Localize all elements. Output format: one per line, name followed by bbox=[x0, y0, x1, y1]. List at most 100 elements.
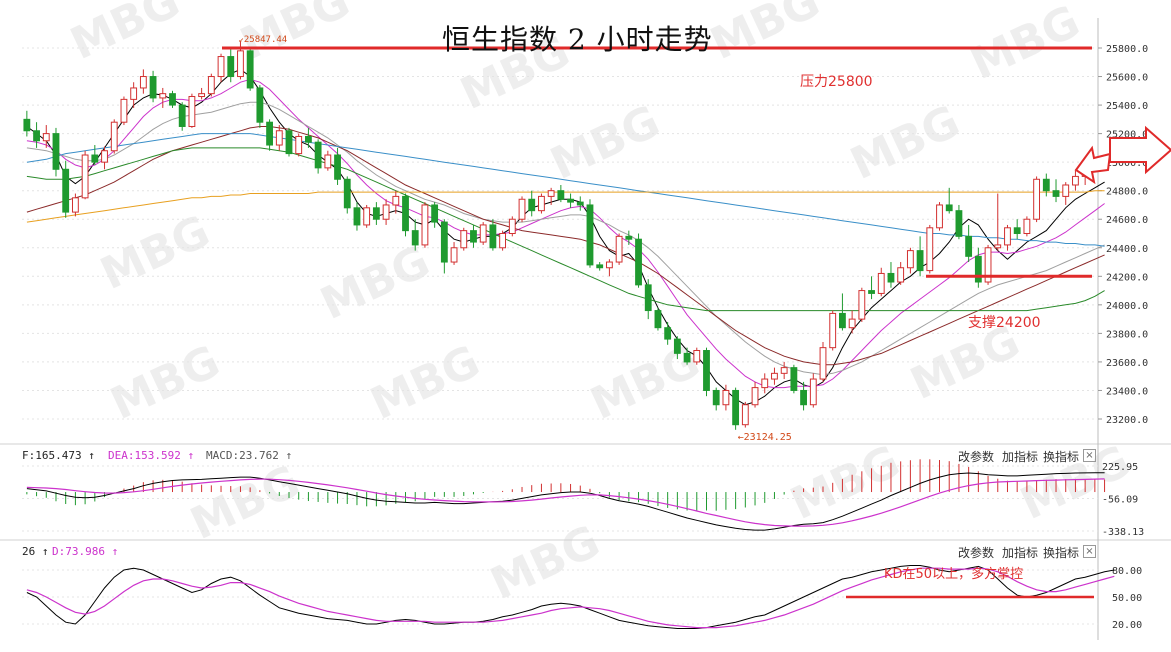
candle-body bbox=[101, 150, 108, 163]
macd-dif-readout: F:165.473 ↑ bbox=[22, 449, 95, 462]
candle-body bbox=[761, 378, 769, 389]
candle-body bbox=[421, 204, 429, 246]
candle-body bbox=[557, 190, 565, 200]
y-tick-label: -338.13 bbox=[1102, 527, 1144, 538]
candle-body bbox=[42, 133, 50, 142]
macd-swap-indicator-button[interactable]: 换指标 bbox=[1043, 450, 1080, 464]
y-tick-label: 225.95 bbox=[1102, 462, 1138, 473]
candle-body bbox=[800, 389, 807, 406]
candle-body bbox=[314, 141, 322, 169]
candle-body bbox=[771, 372, 778, 380]
candle-body bbox=[1023, 218, 1031, 235]
y-tick-label: 23200.0 bbox=[1106, 415, 1148, 426]
candle-body bbox=[71, 197, 79, 213]
moving-average-line bbox=[26, 126, 1105, 366]
candle-body bbox=[188, 96, 196, 127]
candle-body bbox=[91, 154, 99, 163]
moving-average-line bbox=[26, 133, 1105, 247]
y-tick-label: 25000.0 bbox=[1106, 158, 1148, 169]
candle-body bbox=[547, 190, 555, 197]
candle-body bbox=[169, 93, 176, 106]
y-tick-label: -56.09 bbox=[1102, 495, 1138, 506]
candle-body bbox=[130, 87, 138, 100]
candle-body bbox=[809, 378, 817, 406]
macd-dif-line bbox=[26, 472, 1105, 531]
watermark-text: MBG bbox=[483, 516, 607, 610]
candle-body bbox=[246, 50, 254, 89]
candle-body bbox=[1052, 190, 1060, 197]
right-arrow-icon bbox=[1109, 125, 1171, 175]
candle-body bbox=[1013, 227, 1021, 235]
candle-body bbox=[965, 235, 973, 257]
candle-body bbox=[829, 312, 837, 349]
candle-body bbox=[625, 235, 633, 240]
candle-body bbox=[499, 233, 507, 249]
candle-body bbox=[1072, 175, 1079, 186]
candle-body bbox=[431, 204, 439, 223]
kd-change-params-button[interactable]: 改参数 bbox=[958, 546, 995, 560]
candle-body bbox=[402, 195, 409, 232]
candle-body bbox=[1042, 178, 1050, 192]
kd-k-readout: 26 ↑ bbox=[22, 545, 49, 558]
candle-body bbox=[703, 350, 710, 391]
macd-close-icon[interactable]: × bbox=[1083, 449, 1096, 462]
candle-body bbox=[877, 272, 885, 294]
candle-body bbox=[567, 198, 574, 203]
watermark-text: MBG bbox=[543, 96, 667, 190]
kd-swap-indicator-button[interactable]: 换指标 bbox=[1043, 546, 1080, 560]
candle-body bbox=[392, 195, 400, 206]
kd-add-indicator-button[interactable]: 加指标 bbox=[1002, 546, 1039, 560]
watermark-text: MBG bbox=[93, 206, 217, 300]
candle-body bbox=[198, 93, 206, 98]
macd-add-indicator-button[interactable]: 加指标 bbox=[1002, 450, 1039, 464]
candle-body bbox=[780, 367, 788, 374]
resistance-label: 压力25800 bbox=[800, 74, 873, 90]
candle-body bbox=[732, 389, 740, 426]
kd-close-icon[interactable]: × bbox=[1083, 545, 1096, 558]
watermark-text: MBG bbox=[63, 0, 187, 70]
candle-body bbox=[450, 247, 458, 263]
support-label: 支撑24200 bbox=[968, 315, 1041, 331]
up-arrow-icon bbox=[1074, 145, 1112, 185]
chart-title: 恒生指数 2 小时走势 bbox=[442, 23, 713, 56]
candle-body bbox=[305, 135, 312, 143]
candle-body bbox=[790, 367, 798, 391]
macd-dea-line bbox=[26, 478, 1105, 527]
candle-body bbox=[751, 387, 759, 406]
high-marker-label: ↙25847.44 bbox=[238, 35, 287, 45]
candle-body bbox=[275, 130, 283, 146]
candle-body bbox=[741, 404, 749, 426]
watermark-text: MBG bbox=[843, 96, 967, 190]
candle-body bbox=[52, 133, 60, 170]
candle-body bbox=[664, 327, 672, 340]
watermark-text: MBG bbox=[583, 336, 707, 430]
candle-body bbox=[1033, 178, 1041, 220]
candle-body bbox=[868, 290, 875, 294]
candle-body bbox=[596, 264, 604, 269]
candle-body bbox=[955, 210, 963, 237]
candle-body bbox=[897, 267, 905, 283]
candle-body bbox=[974, 255, 982, 283]
watermark-text: MBG bbox=[183, 456, 307, 550]
candle-body bbox=[149, 76, 157, 99]
candle-body bbox=[372, 207, 380, 220]
candle-body bbox=[470, 230, 477, 243]
candle-body bbox=[479, 224, 487, 243]
candle-body bbox=[722, 389, 730, 406]
y-tick-label: 24600.0 bbox=[1106, 215, 1148, 226]
candle-body bbox=[81, 154, 89, 199]
kd-note: KD在50以上，多方掌控 bbox=[884, 567, 1024, 582]
candle-body bbox=[256, 87, 264, 123]
candle-body bbox=[887, 272, 895, 283]
candle-body bbox=[440, 221, 448, 263]
candle-body bbox=[635, 238, 642, 286]
macd-change-params-button[interactable]: 改参数 bbox=[958, 450, 995, 464]
candle-body bbox=[673, 338, 681, 354]
candle-body bbox=[324, 154, 332, 169]
candle-body bbox=[819, 347, 827, 380]
y-tick-label: 20.00 bbox=[1112, 620, 1142, 631]
watermark-text: MBG bbox=[103, 336, 227, 430]
candle-body bbox=[139, 76, 147, 89]
moving-average-line bbox=[26, 190, 1105, 223]
